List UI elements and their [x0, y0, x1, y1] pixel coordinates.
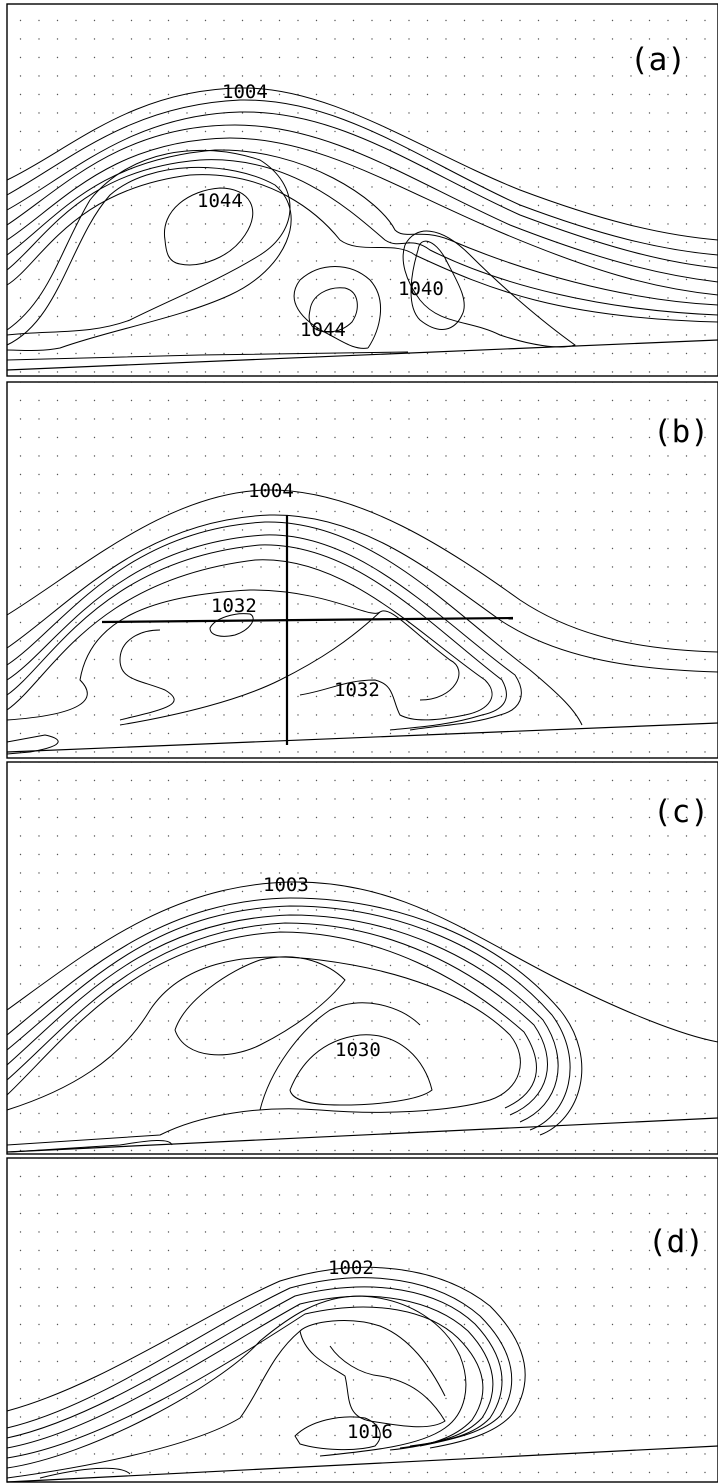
contour-lines [6, 489, 718, 755]
panel-label: (c) [653, 794, 709, 830]
panel-c: (c) 1003 1030 [0, 760, 718, 1156]
cross-horizontal-line [101, 616, 514, 624]
dot-grid [7, 382, 718, 758]
panel-frame [6, 381, 718, 759]
panel-label: (d) [648, 1224, 704, 1260]
contour-lines [6, 87, 718, 351]
panel-label: (b) [653, 414, 709, 450]
panel-label: (a) [630, 42, 686, 78]
panel-b: (b) 1004 1032 1032 [0, 380, 718, 760]
contour-label: 1004 [222, 81, 268, 103]
panel-frame [6, 761, 718, 1155]
contour-label: 1044 [300, 319, 346, 341]
contour-lines [6, 1266, 526, 1479]
contour-label: 1032 [211, 595, 257, 617]
ground-line [6, 1445, 718, 1483]
ground-line [6, 339, 718, 371]
panel-a: (a) 1004 1044 1040 1044 [0, 0, 718, 380]
ground-contour [6, 351, 409, 361]
contour-label: 1004 [248, 480, 294, 502]
ground-line [6, 722, 718, 753]
contour-label: 1016 [347, 1421, 393, 1443]
contour-label: 1030 [335, 1039, 381, 1061]
contour-label: 1040 [398, 278, 444, 300]
panel-frame [6, 3, 718, 377]
contour-label: 1002 [328, 1257, 374, 1279]
panel-frame [6, 1157, 718, 1483]
dot-grid [7, 4, 718, 376]
dot-grid [7, 1158, 718, 1482]
contour-label: 1003 [263, 874, 309, 896]
panel-d: (d) 1002 1016 [0, 1156, 718, 1484]
contour-label: 1032 [334, 679, 380, 701]
dot-grid [7, 762, 718, 1154]
contour-label: 1044 [197, 190, 243, 212]
contour-lines [6, 881, 718, 1153]
ground-line [6, 1117, 718, 1153]
